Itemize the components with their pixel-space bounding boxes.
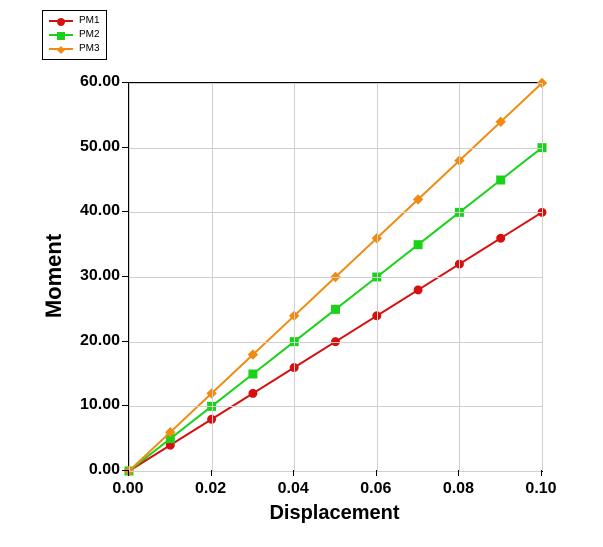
grid-line-h <box>129 212 542 213</box>
legend-item: PM3 <box>49 42 100 56</box>
x-tick <box>211 470 212 476</box>
y-tick <box>122 147 128 148</box>
grid-line-h <box>129 148 542 149</box>
chart-root: PM1 PM2 PM3 Displacement Moment 0.00 0.02 0.… <box>0 0 603 547</box>
y-tick-label: 20.00 <box>72 332 120 350</box>
grid-line-h <box>129 406 542 407</box>
series-marker-PM2 <box>497 176 505 184</box>
series-marker-PM2 <box>332 305 340 313</box>
series-marker-PM1 <box>249 389 257 397</box>
y-tick-label: 40.00 <box>72 202 120 220</box>
y-tick-label: 50.00 <box>72 138 120 156</box>
plot-area <box>128 82 543 472</box>
legend-line <box>49 34 73 36</box>
y-tick <box>122 276 128 277</box>
grid-line-h <box>129 83 542 84</box>
y-tick <box>122 341 128 342</box>
x-tick-label: 0.06 <box>360 480 391 498</box>
x-tick <box>376 470 377 476</box>
grid-line-h <box>129 342 542 343</box>
x-tick-label: 0.00 <box>112 480 143 498</box>
y-tick-label: 30.00 <box>72 267 120 285</box>
y-tick <box>122 82 128 83</box>
legend-label: PM3 <box>79 44 100 54</box>
x-tick-label: 0.08 <box>443 480 474 498</box>
y-tick-label: 10.00 <box>72 396 120 414</box>
x-tick <box>293 470 294 476</box>
grid-line-v <box>542 83 543 471</box>
series-marker-PM1 <box>497 234 505 242</box>
x-tick <box>541 470 542 476</box>
x-tick-label: 0.02 <box>195 480 226 498</box>
x-tick <box>458 470 459 476</box>
legend: PM1 PM2 PM3 <box>42 10 107 60</box>
legend-label: PM1 <box>79 16 100 26</box>
y-tick <box>122 405 128 406</box>
series-marker-PM2 <box>249 370 257 378</box>
series-marker-PM2 <box>414 241 422 249</box>
legend-label: PM2 <box>79 30 100 40</box>
legend-item: PM1 <box>49 14 100 28</box>
y-tick <box>122 470 128 471</box>
diamond-icon <box>57 41 65 59</box>
x-tick <box>128 470 129 476</box>
grid-line-h <box>129 471 542 472</box>
legend-line <box>49 20 73 22</box>
x-tick-label: 0.04 <box>278 480 309 498</box>
y-tick-label: 60.00 <box>72 73 120 91</box>
x-tick-label: 0.10 <box>525 480 556 498</box>
series-marker-PM1 <box>414 286 422 294</box>
legend-item: PM2 <box>49 28 100 42</box>
y-tick <box>122 211 128 212</box>
grid-line-h <box>129 277 542 278</box>
legend-line <box>49 48 73 50</box>
y-tick-label: 0.00 <box>72 461 120 479</box>
y-axis-title: Moment <box>41 234 67 318</box>
x-axis-title: Displacement <box>269 502 399 525</box>
